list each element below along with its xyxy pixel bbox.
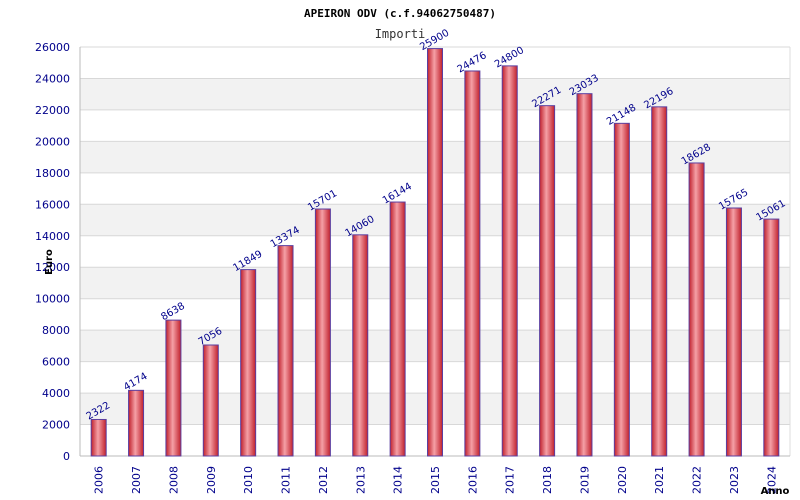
x-tick-label: 2023 [728,466,741,494]
y-tick-label: 22000 [35,104,70,117]
x-tick-label: 2024 [765,466,778,494]
x-tick-label: 2013 [354,466,367,494]
bar [501,65,518,457]
chart-subtitle: Importi [375,27,426,41]
y-tick-label: 26000 [35,41,70,54]
x-tick-label: 2022 [691,466,704,494]
y-tick-label: 4000 [42,387,70,400]
bar [725,207,742,457]
y-tick-label: 8000 [42,324,70,337]
bar [165,319,182,457]
x-tick-label: 2009 [205,466,218,494]
bar [576,93,593,457]
x-tick-label: 2006 [93,466,106,494]
y-tick-label: 0 [63,450,70,463]
x-tick-label: 2007 [130,466,143,494]
bar [90,418,107,457]
bar [277,245,294,457]
x-tick-label: 2014 [392,466,405,494]
x-tick-label: 2010 [242,466,255,494]
x-tick-label: 2016 [466,466,479,494]
y-tick-label: 18000 [35,167,70,180]
y-axis-ticks: 0 2000 4000 6000 8000 10000 12000 14000 16000 180… [35,41,70,463]
y-tick-label: 12000 [35,261,70,274]
x-tick-label: 2017 [504,466,517,494]
bars [90,48,780,457]
x-tick-label: 2019 [578,466,591,494]
bar [688,162,705,457]
y-tick-label: 2000 [42,419,70,432]
y-tick-label: 10000 [35,293,70,306]
x-tick-label: 2020 [616,466,629,494]
bar [651,106,668,457]
y-tick-label: 14000 [35,230,70,243]
x-axis-label: Anno [761,486,790,497]
bar [314,208,331,457]
bar [539,105,556,457]
x-tick-label: 2015 [429,466,442,494]
chart-title: APEIRON ODV (c.f.94062750487) [304,7,496,20]
x-tick-label: 2021 [653,466,666,494]
bar [427,48,443,457]
bar [240,269,257,457]
y-axis-label: Euro [44,249,55,275]
x-tick-label: 2008 [167,466,180,494]
bar [352,234,369,457]
y-tick-label: 6000 [42,356,70,369]
y-tick-label: 20000 [35,135,70,148]
bar [202,344,219,457]
y-tick-label: 16000 [35,198,70,211]
y-tick-label: 24000 [35,72,70,85]
x-tick-label: 2011 [280,466,293,494]
bar [763,218,780,457]
bar [613,122,630,457]
bar [389,201,406,457]
bar [464,70,481,457]
x-tick-label: 2018 [541,466,554,494]
x-tick-label: 2012 [317,466,330,494]
bar [128,389,145,457]
x-axis-ticks: 2006 2007 2008 2009 2010 2011 2012 2013 2014 2015… [93,466,779,494]
